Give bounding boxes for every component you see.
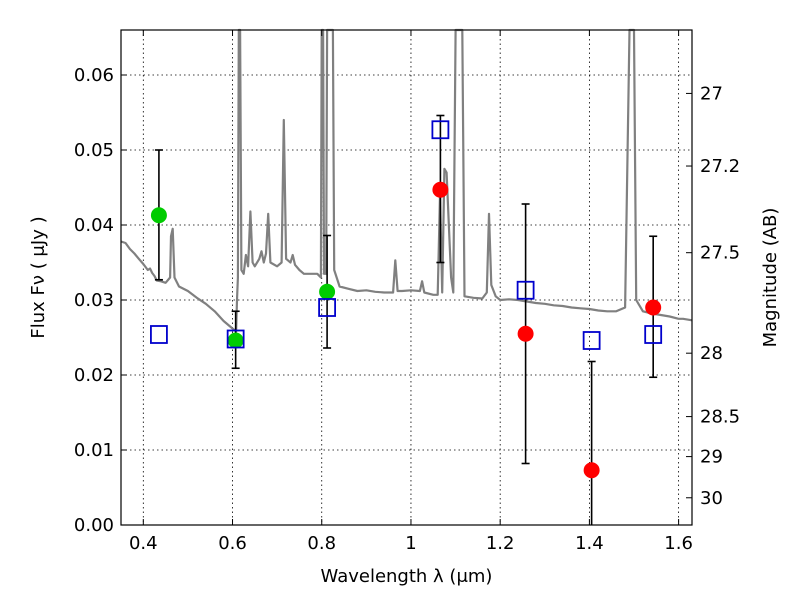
mag-tick-label: 27 [700, 83, 723, 104]
x-tick-label: 1.2 [486, 533, 515, 554]
y-tick-label: 0.02 [74, 365, 114, 386]
y-tick-label: 0.05 [74, 140, 114, 161]
observed-point [150, 207, 167, 224]
model-photometry-point [318, 298, 336, 317]
x-tick-label: 0.6 [218, 533, 247, 554]
y-tick-label: 0.03 [74, 290, 114, 311]
x-tick-label: 1 [405, 533, 416, 554]
x-axis-label: Wavelength λ (μm) [321, 566, 493, 587]
mag-tick-label: 28 [700, 343, 723, 364]
data-markers [150, 120, 663, 479]
y-axis-label: Flux Fν ( μJy ) [28, 216, 49, 338]
mag-tick-label: 27.5 [700, 243, 740, 264]
mag-tick-label: 27.2 [700, 156, 740, 177]
observed-point [227, 332, 244, 349]
observed-point [583, 462, 600, 479]
model-photometry-point [644, 325, 663, 344]
model-photometry-point [226, 329, 245, 349]
model-photometry-point [150, 325, 168, 344]
error-bars [154, 114, 658, 525]
model-photometry-point [582, 331, 601, 350]
plot-frame [120, 29, 693, 526]
x-tick-label: 0.8 [307, 533, 336, 554]
model-photometry-point [431, 120, 450, 140]
observed-point [432, 181, 449, 198]
axis-ticks: 0.4 0.6 0.8 1 1.2 1.4 1.6 0.00 0.01 0.02 0.03 0.04 0… [74, 30, 740, 554]
mag-tick-label: 29 [700, 447, 723, 468]
model-photometry-point [516, 280, 535, 300]
observed-point [645, 299, 662, 316]
x-tick-label: 1.6 [664, 533, 693, 554]
y-tick-label: 0.04 [74, 215, 114, 236]
grid [121, 30, 692, 526]
y2-axis-label: Magnitude (AB) [760, 208, 781, 348]
observed-point [517, 325, 534, 342]
y-tick-label: 0.01 [74, 440, 114, 461]
y-tick-label: 0.06 [74, 65, 114, 86]
y-tick-label: 0.00 [74, 515, 114, 536]
mag-tick-label: 30 [700, 488, 723, 509]
x-tick-label: 0.4 [129, 533, 158, 554]
x-tick-label: 1.4 [575, 533, 604, 554]
mag-tick-label: 28.5 [700, 407, 740, 428]
observed-point [319, 283, 336, 300]
